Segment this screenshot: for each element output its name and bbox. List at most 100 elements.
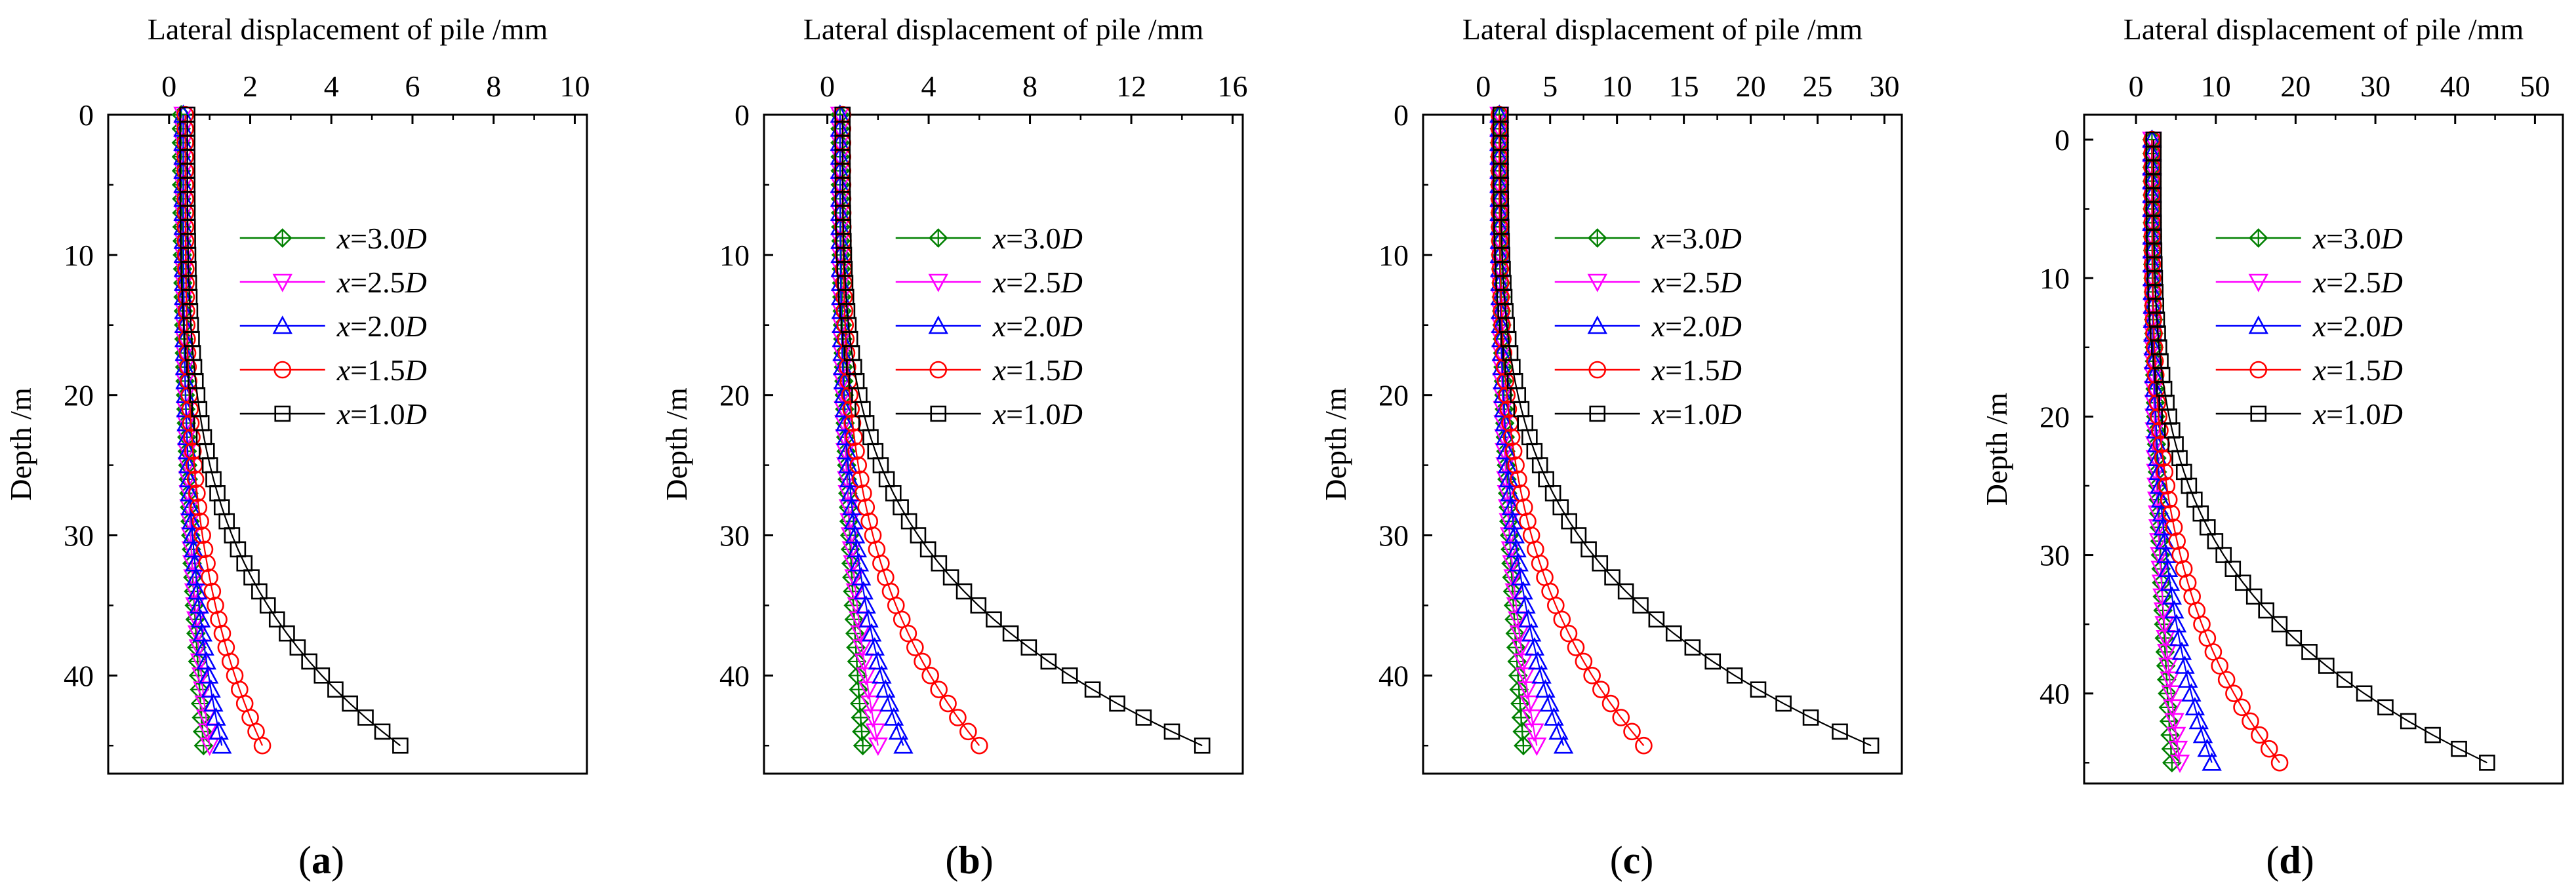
- x-tick-label: 20: [1736, 69, 1766, 103]
- legend-label: x=1.5D: [1651, 353, 1742, 387]
- y-tick-label: 10: [2040, 262, 2070, 295]
- y-tick-label: 10: [719, 239, 750, 272]
- data-point: [914, 652, 931, 671]
- panel-a: Lateral displacement of pile /mm Depth /m…: [4, 12, 590, 882]
- data-point: [1539, 693, 1560, 712]
- data-point: [289, 639, 306, 656]
- data-point: [207, 597, 224, 614]
- legend-label: x=1.0D: [1651, 397, 1742, 431]
- y-tick-label: 40: [1379, 659, 1409, 692]
- legend-item: x=1.5D: [239, 353, 427, 387]
- x-tick-label: 8: [486, 69, 501, 103]
- series-x=1.0D: [2145, 131, 2495, 771]
- data-point: [2154, 616, 2175, 635]
- data-point: [1832, 723, 1848, 740]
- data-point: [1020, 639, 1037, 656]
- x-tick-label: 10: [559, 69, 590, 103]
- data-point: [842, 400, 860, 418]
- data-point: [1592, 681, 1610, 699]
- data-point: [2192, 724, 2213, 743]
- data-point: [1502, 428, 1521, 446]
- data-point: [852, 639, 872, 658]
- y-tick-label: 40: [64, 659, 94, 692]
- data-point: [2171, 546, 2189, 564]
- data-point: [186, 470, 205, 488]
- data-point: [845, 428, 863, 446]
- data-point: [919, 541, 936, 558]
- legend-item: x=2.0D: [239, 309, 427, 343]
- data-point: [251, 583, 268, 600]
- x-axis-title: Lateral displacement of pile /mm: [2123, 12, 2524, 46]
- data-point: [194, 637, 214, 656]
- data-point: [900, 513, 917, 530]
- legend-label: x=1.5D: [336, 353, 427, 387]
- data-point: [849, 553, 870, 572]
- data-point: [2156, 463, 2174, 481]
- data-point: [858, 681, 879, 700]
- y-tick-label: 40: [2040, 677, 2070, 711]
- legend-item: x=2.0D: [1554, 309, 1742, 343]
- data-point: [2400, 713, 2417, 730]
- data-point: [939, 694, 957, 713]
- data-point: [2271, 616, 2288, 633]
- series-x=1.5D: [176, 106, 272, 755]
- data-point: [2202, 752, 2222, 771]
- data-point: [1040, 653, 1057, 670]
- data-point: [1194, 737, 1211, 754]
- y-tick-label: 30: [719, 519, 750, 552]
- legend-label: x=3.0D: [336, 222, 427, 255]
- data-point: [1567, 639, 1585, 656]
- data-point: [1547, 597, 1565, 614]
- data-point: [1665, 625, 1682, 642]
- legend-item: x=2.5D: [2215, 266, 2403, 299]
- legend-item: x=2.0D: [2215, 309, 2403, 343]
- data-point: [203, 582, 222, 601]
- data-point: [2175, 655, 2195, 674]
- data-point: [2451, 740, 2467, 757]
- legend-marker: [2248, 228, 2268, 248]
- legend-marker: [273, 361, 292, 379]
- data-point: [1517, 681, 1537, 700]
- data-point: [1648, 611, 1665, 628]
- legend-label: x=1.0D: [992, 397, 1083, 431]
- data-point: [1506, 539, 1527, 558]
- legend-item: x=1.5D: [895, 353, 1083, 387]
- y-tick-label: 10: [64, 239, 94, 272]
- legend-item: x=1.0D: [1554, 397, 1742, 431]
- data-point: [1516, 595, 1536, 614]
- data-point: [2217, 671, 2236, 688]
- data-point: [2207, 533, 2224, 549]
- data-point: [1553, 610, 1571, 629]
- data-point: [1570, 527, 1587, 544]
- legend-label: x=2.5D: [336, 266, 427, 299]
- data-point: [1510, 470, 1527, 488]
- legend-label: x=2.5D: [1651, 266, 1742, 299]
- data-point: [247, 723, 265, 741]
- data-point: [2377, 699, 2394, 716]
- y-tick-label: 0: [735, 98, 750, 132]
- legend-label: x=1.5D: [992, 353, 1083, 387]
- data-point: [956, 583, 973, 600]
- data-point: [1862, 737, 1880, 754]
- data-point: [1704, 653, 1721, 670]
- data-point: [2197, 738, 2217, 757]
- y-axis-title: Depth /m: [1980, 393, 2013, 506]
- data-point: [2160, 490, 2178, 509]
- data-point: [906, 639, 924, 656]
- legend-marker: [1587, 228, 1607, 248]
- data-point: [847, 539, 868, 558]
- data-point: [851, 566, 872, 585]
- y-tick-label: 30: [64, 519, 94, 552]
- data-point: [2245, 588, 2263, 605]
- x-tick-label: 25: [1803, 69, 1833, 103]
- data-point: [2162, 586, 2183, 605]
- y-tick-label: 30: [2040, 539, 2070, 572]
- data-point: [2251, 726, 2268, 744]
- x-tick-label: 10: [2201, 69, 2231, 103]
- panel-label: (a): [298, 839, 344, 882]
- data-point: [1515, 667, 1535, 686]
- x-tick-label: 6: [405, 69, 420, 103]
- series-x=1.0D: [834, 106, 1211, 754]
- data-point: [1623, 723, 1641, 741]
- legend: x=3.0D x=2.5D x=2.0D x=1.5D x=1.0D: [1554, 222, 1742, 431]
